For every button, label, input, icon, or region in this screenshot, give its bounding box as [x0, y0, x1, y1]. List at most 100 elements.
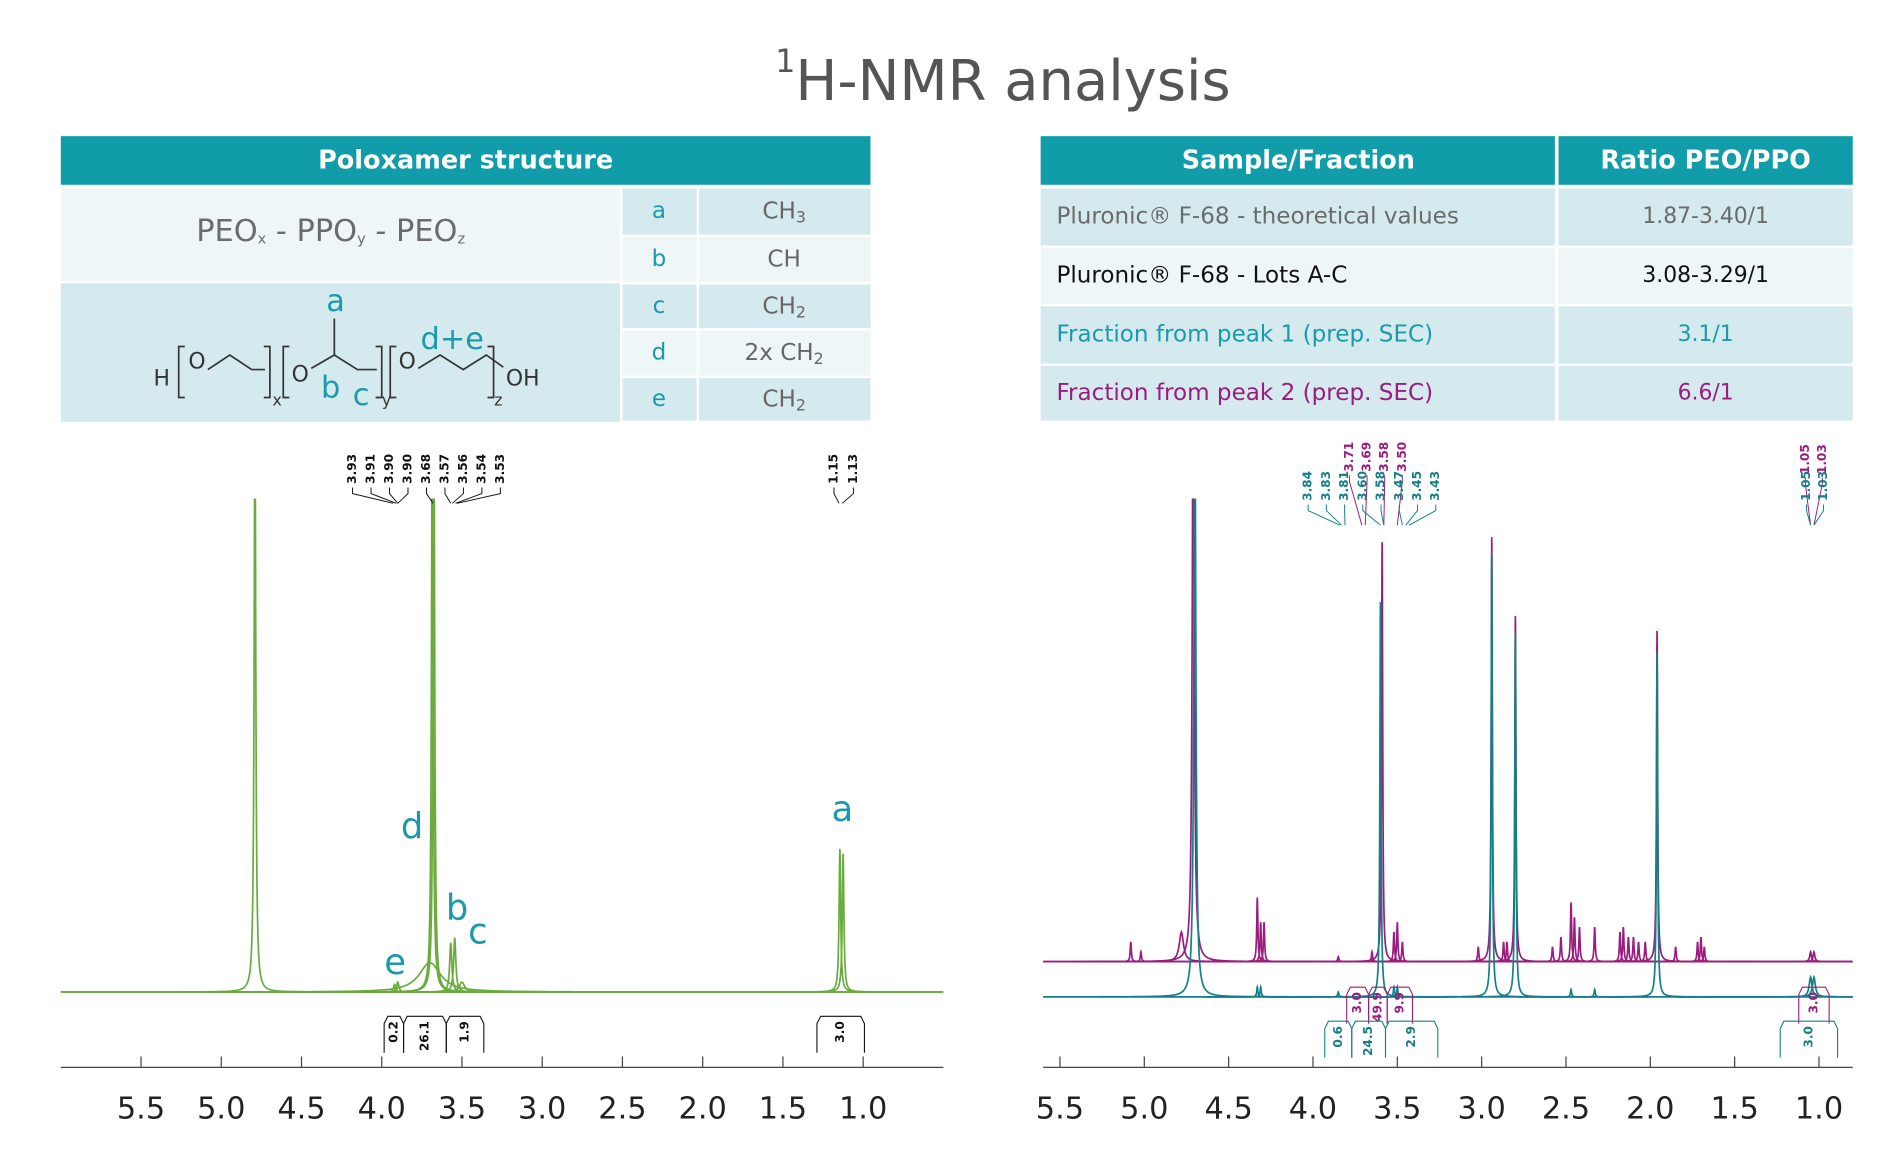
peak-leader	[1405, 504, 1419, 526]
peak-leader	[455, 487, 483, 504]
peak-label: 3.58	[1374, 471, 1388, 501]
peak	[1591, 941, 1700, 963]
peak-annotation: c	[468, 912, 487, 953]
x-axis-label: ppm	[915, 1162, 1005, 1170]
integral-label: 49.9	[1370, 992, 1384, 1022]
peak	[1525, 927, 1634, 963]
table-header: Poloxamer structure	[318, 146, 613, 176]
formula-part: - PPO	[266, 214, 357, 249]
table-header-bg	[1040, 136, 1555, 185]
peak-annotation: b	[446, 887, 468, 928]
peak-label: 1.15	[826, 454, 840, 484]
integral-label: 9.9	[1392, 992, 1406, 1014]
group-label-cell	[622, 188, 697, 235]
integral-bracket	[1386, 986, 1414, 1024]
integral-bracket	[1384, 1020, 1439, 1058]
group-label: c	[653, 293, 666, 319]
peak	[177, 498, 332, 993]
group-cell	[699, 237, 871, 283]
table-cell	[1040, 306, 1555, 364]
title-text: H-NMR analysis	[795, 49, 1230, 114]
peak	[1437, 552, 1546, 998]
peak-label: 3.90	[400, 454, 414, 484]
peak-annotation: d	[401, 806, 423, 847]
group-label: a	[652, 198, 666, 224]
integral-label: 24.5	[1361, 1026, 1375, 1056]
group-label: b	[652, 246, 667, 272]
peak-leader	[425, 487, 434, 504]
peak-annotation: a	[832, 789, 854, 830]
peak	[1498, 946, 1607, 963]
formula-subscript: x	[258, 230, 267, 247]
peak-label: 1.03	[1815, 444, 1829, 474]
peak	[1043, 929, 1384, 963]
x-tick-label: 5.0	[1120, 1091, 1168, 1126]
sample-name: Fraction from peak 2 (prep. SEC)	[1056, 380, 1433, 406]
sample-name: Pluronic® F-68 - Lots A-C	[1056, 262, 1347, 288]
peak	[60, 961, 944, 993]
x-tick-label: 4.5	[1204, 1091, 1252, 1126]
structure-diagram	[177, 318, 504, 399]
group-label-cell	[622, 330, 697, 376]
atom: OH	[506, 366, 540, 391]
table-cell	[1558, 188, 1853, 246]
integral-bracket	[1779, 1020, 1839, 1058]
group-subscript: 2	[814, 349, 824, 368]
formula-subscript: z	[457, 230, 465, 247]
table-cell	[1558, 248, 1853, 304]
peak	[1449, 941, 1558, 963]
peak-leader	[352, 487, 394, 504]
x-tick-label: 2.5	[598, 1091, 646, 1126]
position-label: a	[326, 284, 345, 319]
group-label: e	[652, 386, 666, 412]
peak	[1343, 922, 1452, 963]
x-tick-label: 5.5	[117, 1091, 165, 1126]
x-tick-label: 3.5	[1373, 1091, 1421, 1126]
table-cell	[1558, 365, 1853, 421]
ratio-value: 3.08-3.29/1	[1642, 263, 1769, 288]
peak-label: 3.71	[1342, 442, 1356, 472]
ratio-value: 3.1/1	[1678, 322, 1734, 347]
peak	[1206, 922, 1315, 963]
x-tick-label: 2.5	[1542, 1091, 1590, 1126]
group-label-cell	[622, 237, 697, 283]
peak-label: 3.50	[1395, 442, 1409, 472]
peak-label: 3.60	[1355, 471, 1369, 501]
peak-label: 3.90	[382, 454, 396, 484]
peak	[352, 937, 558, 993]
peak	[1086, 948, 1195, 963]
peak-label: 3.57	[437, 454, 451, 484]
integral-label: 1.9	[458, 1021, 472, 1043]
group-subscript: 2	[796, 302, 806, 321]
bond	[207, 353, 266, 371]
group-name: 2x CH	[745, 340, 814, 366]
x-tick-label: 5.5	[1036, 1091, 1084, 1126]
peak	[1506, 936, 1615, 963]
x-tick-label: 4.0	[1289, 1091, 1337, 1126]
formula-part: PEO	[196, 214, 257, 249]
bracket	[389, 345, 397, 399]
bracket	[177, 345, 185, 399]
peak-label: 3.47	[1392, 471, 1406, 501]
peak-leader	[457, 487, 501, 504]
peak	[766, 853, 921, 993]
repeat-index: z	[494, 391, 502, 410]
integral-label: 3.0	[1350, 992, 1364, 1014]
x-tick-label: 4.5	[277, 1091, 325, 1126]
peak-leader	[389, 487, 399, 504]
peak	[1517, 902, 1626, 963]
peak-label: 3.54	[474, 454, 488, 484]
peak	[1729, 949, 1853, 963]
x-tick-label: 1.5	[1711, 1091, 1759, 1126]
peak-label: 3.81	[1337, 471, 1351, 501]
integral-label: 3.0	[833, 1021, 847, 1043]
peak-label: 3.56	[456, 454, 470, 484]
peak	[1210, 922, 1319, 963]
peak-leader	[1804, 477, 1812, 526]
group-formula: CH	[767, 246, 800, 272]
group-formula: CH2	[762, 386, 806, 414]
x-tick-label: 1.0	[839, 1091, 887, 1126]
table-cell	[1040, 248, 1555, 304]
peak-label: 3.58	[1377, 442, 1391, 472]
group-label-cell	[622, 378, 697, 421]
